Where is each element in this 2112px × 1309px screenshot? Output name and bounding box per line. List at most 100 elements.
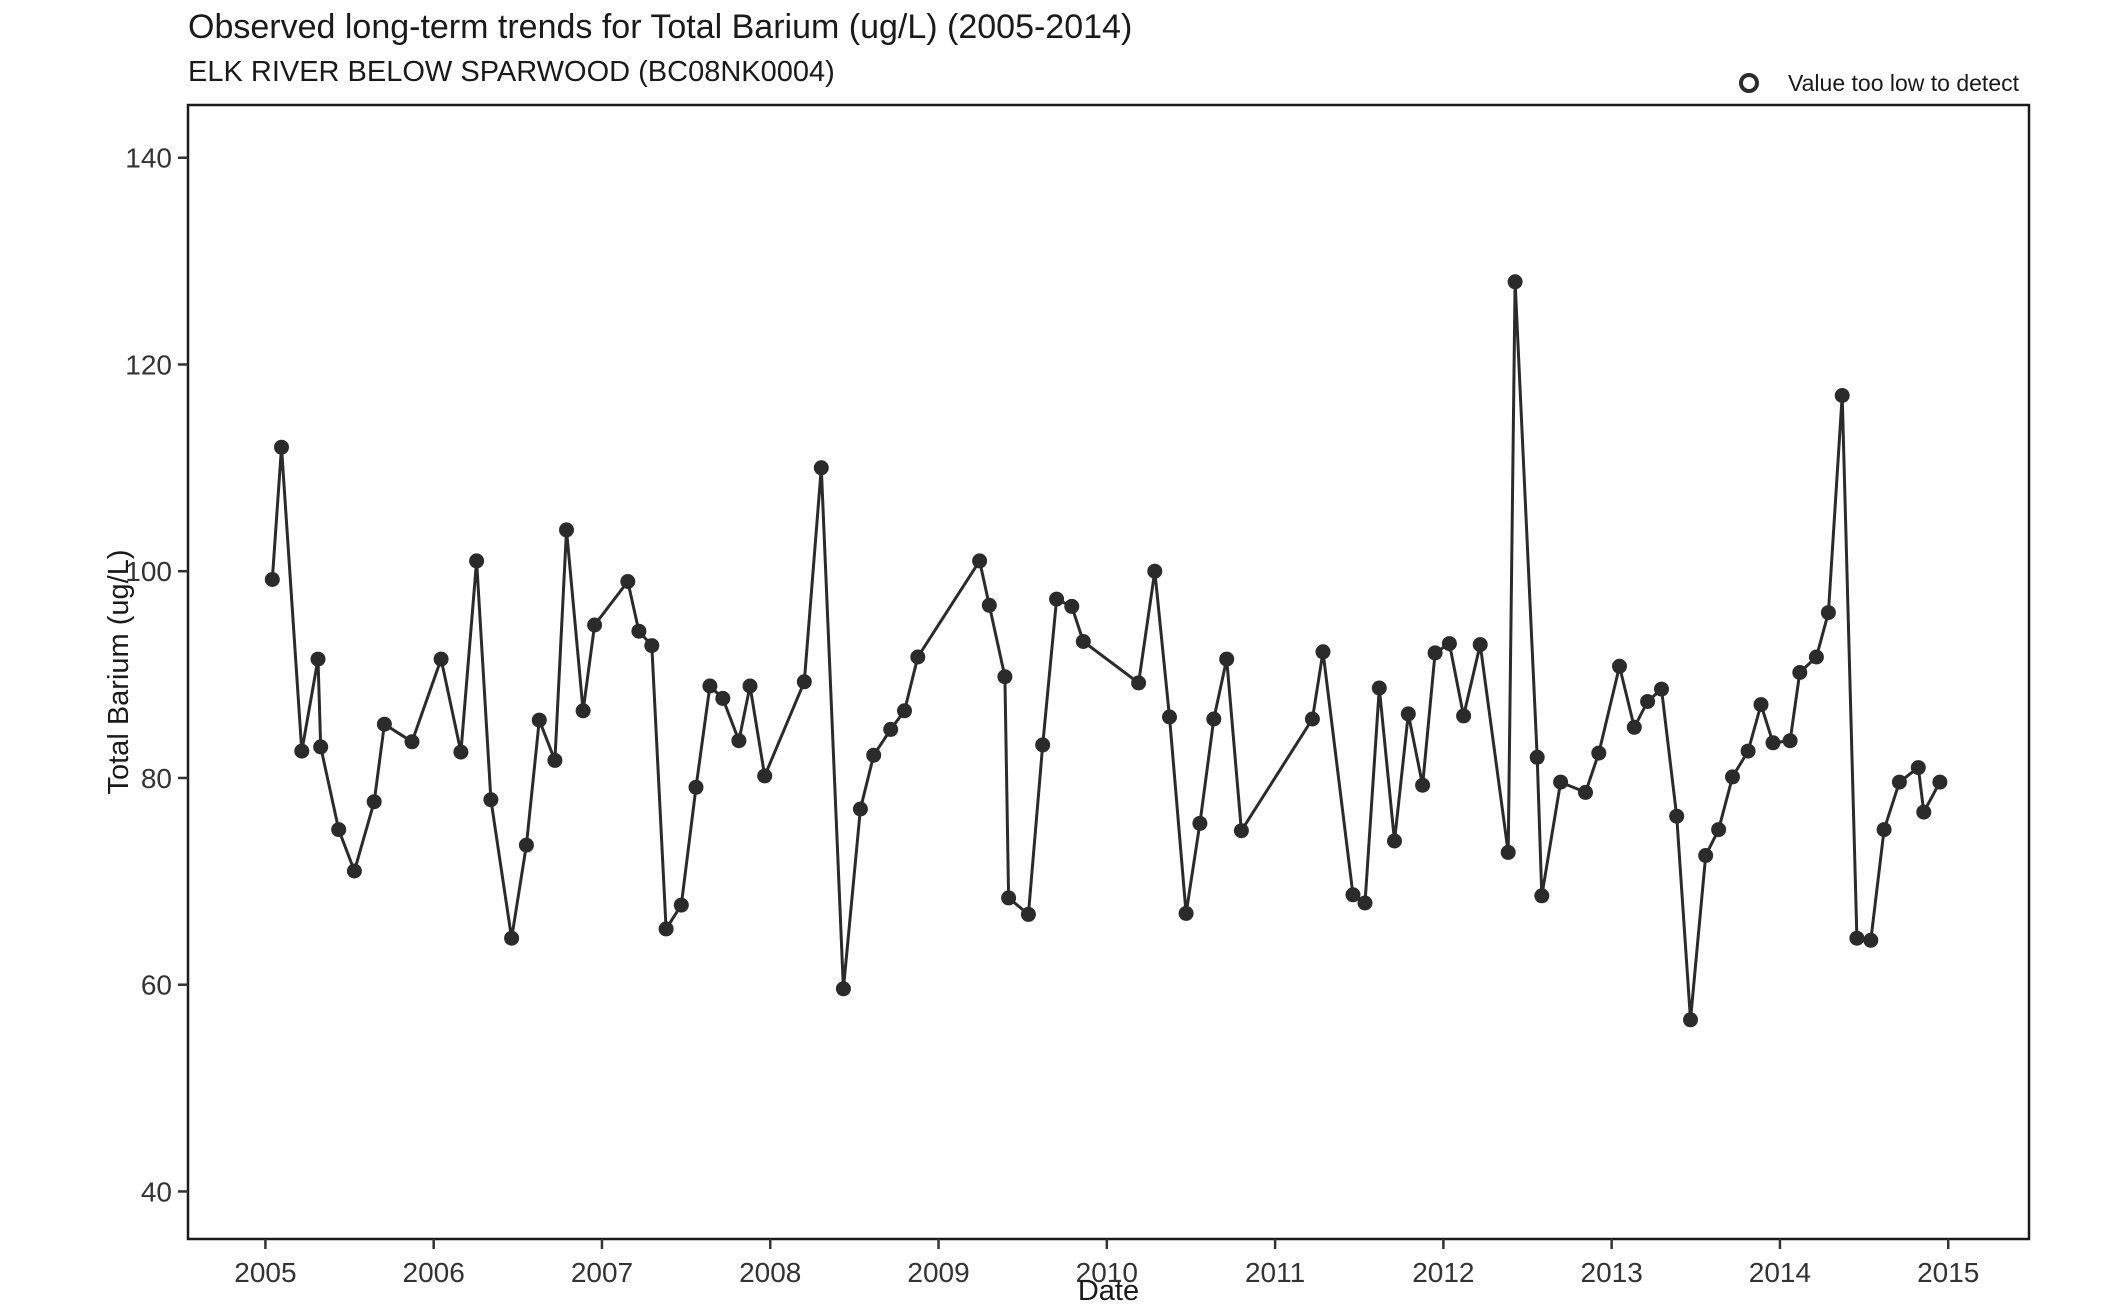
data-point xyxy=(1020,906,1036,922)
data-point xyxy=(1932,774,1948,790)
data-point xyxy=(1049,591,1065,607)
x-tick-label: 2012 xyxy=(1412,1257,1474,1288)
data-point xyxy=(1507,274,1523,290)
data-point xyxy=(757,768,773,784)
data-point xyxy=(644,638,660,654)
data-point xyxy=(310,651,326,667)
data-point xyxy=(376,716,392,732)
data-point xyxy=(1578,784,1593,800)
x-tick-label: 2008 xyxy=(739,1257,801,1288)
data-point xyxy=(1064,598,1080,614)
data-point xyxy=(1304,711,1320,727)
data-point xyxy=(1500,844,1516,860)
data-point xyxy=(1400,706,1416,722)
data-point xyxy=(1916,804,1932,820)
data-point xyxy=(742,678,758,694)
data-point xyxy=(1849,930,1865,946)
y-tick-label: 40 xyxy=(141,1176,172,1207)
data-point xyxy=(1834,388,1850,403)
y-tick-label: 80 xyxy=(141,763,172,794)
data-point xyxy=(1792,665,1808,680)
data-point xyxy=(483,792,499,808)
data-point xyxy=(294,743,310,759)
data-point xyxy=(731,733,747,749)
data-point xyxy=(587,617,603,633)
data-point xyxy=(274,439,289,455)
data-point xyxy=(1529,749,1545,765)
data-point xyxy=(1357,895,1373,911)
x-tick-label: 2014 xyxy=(1749,1257,1811,1288)
chart-subtitle: ELK RIVER BELOW SPARWOOD (BC08NK0004) xyxy=(188,56,835,88)
data-point xyxy=(1820,605,1836,621)
data-point xyxy=(1178,905,1194,921)
data-point xyxy=(559,522,574,538)
data-point xyxy=(404,734,420,750)
legend-label: Value too low to detect xyxy=(1788,70,2020,96)
data-point xyxy=(1534,888,1550,904)
data-point xyxy=(910,649,926,665)
data-point xyxy=(658,921,674,937)
data-point xyxy=(1612,658,1627,674)
data-point xyxy=(1415,777,1431,793)
data-point xyxy=(796,674,812,690)
data-point xyxy=(1472,637,1488,653)
y-tick-label: 140 xyxy=(125,143,172,174)
data-point xyxy=(547,752,563,768)
data-point xyxy=(1711,822,1727,838)
data-point xyxy=(715,690,731,706)
data-point xyxy=(1553,774,1569,790)
legend-open-circle-icon xyxy=(1739,73,1759,93)
data-point xyxy=(1315,644,1331,660)
data-point xyxy=(453,744,469,760)
data-point xyxy=(1640,694,1656,709)
data-point xyxy=(1035,737,1051,753)
data-point xyxy=(1001,890,1017,906)
data-point xyxy=(673,897,689,913)
y-tick-label: 120 xyxy=(125,349,172,380)
data-point xyxy=(688,779,704,795)
data-point xyxy=(331,822,347,838)
data-point xyxy=(1891,774,1907,790)
x-axis-title: Date xyxy=(1078,1275,1139,1307)
data-point xyxy=(897,703,912,719)
x-tick-label: 2010 xyxy=(1076,1257,1138,1288)
data-point xyxy=(346,863,362,879)
data-point xyxy=(1626,719,1642,735)
data-point xyxy=(620,574,636,589)
data-point xyxy=(813,460,829,476)
data-point xyxy=(366,794,382,810)
y-tick-label: 60 xyxy=(141,970,172,1001)
data-point xyxy=(981,597,997,613)
data-point xyxy=(1371,680,1387,696)
data-point xyxy=(702,678,718,694)
x-tick-label: 2013 xyxy=(1581,1257,1643,1288)
x-tick-label: 2007 xyxy=(571,1257,633,1288)
data-point xyxy=(1345,887,1361,903)
data-point xyxy=(1206,711,1222,727)
x-tick-label: 2006 xyxy=(403,1257,465,1288)
data-point xyxy=(1698,848,1714,863)
data-point xyxy=(469,553,485,569)
series-line xyxy=(270,280,1942,1022)
x-tick-label: 2005 xyxy=(234,1257,296,1288)
data-point xyxy=(1669,808,1685,824)
data-point xyxy=(518,837,534,853)
data-point xyxy=(575,703,591,719)
data-point xyxy=(1591,745,1607,761)
data-point xyxy=(1753,697,1769,713)
plot-panel-frame xyxy=(186,103,2031,1241)
data-point xyxy=(1683,1012,1698,1028)
data-point xyxy=(631,623,647,639)
data-point xyxy=(504,930,520,946)
data-point xyxy=(1782,733,1798,749)
data-point xyxy=(883,721,899,737)
data-point xyxy=(852,801,868,817)
y-tick-label: 100 xyxy=(125,556,172,587)
data-point xyxy=(997,669,1013,685)
data-point xyxy=(1456,708,1472,724)
data-point xyxy=(1147,563,1163,579)
data-point xyxy=(1808,649,1824,665)
x-tick-label: 2009 xyxy=(907,1257,969,1288)
legend: Value too low to detect xyxy=(1739,70,2020,96)
